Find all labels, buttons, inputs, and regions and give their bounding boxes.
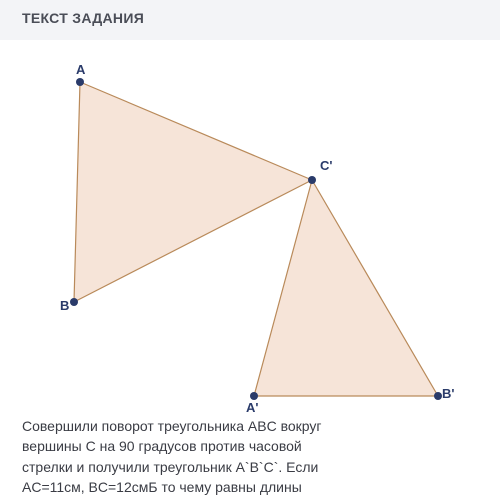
vertex-label-b: B [60, 298, 69, 313]
vertex-label-a: A [76, 62, 85, 77]
problem-line: Совершили поворот треугольника ABC вокру… [22, 416, 478, 436]
geometry-diagram: A B C' A' B' [0, 40, 500, 410]
header-title: ТЕКСТ ЗАДАНИЯ [22, 10, 478, 26]
vertex-label-a-prime: A' [246, 400, 258, 415]
vertex-label-b-prime: B' [442, 386, 454, 401]
vertex-label-c-prime: C' [320, 158, 332, 173]
problem-line: AC=11см, BC=12смБ то чему равны длины [22, 477, 478, 497]
page-root: ТЕКСТ ЗАДАНИЯ A B C' A' B' Совершили пов… [0, 0, 500, 501]
problem-text: Совершили поворот треугольника ABC вокру… [0, 410, 500, 497]
diagram-svg [0, 40, 500, 410]
problem-line: вершины C на 90 градусов против часовой [22, 436, 478, 456]
header-band: ТЕКСТ ЗАДАНИЯ [0, 0, 500, 40]
problem-line: стрелки и получили треугольник A`B`C`. Е… [22, 457, 478, 477]
